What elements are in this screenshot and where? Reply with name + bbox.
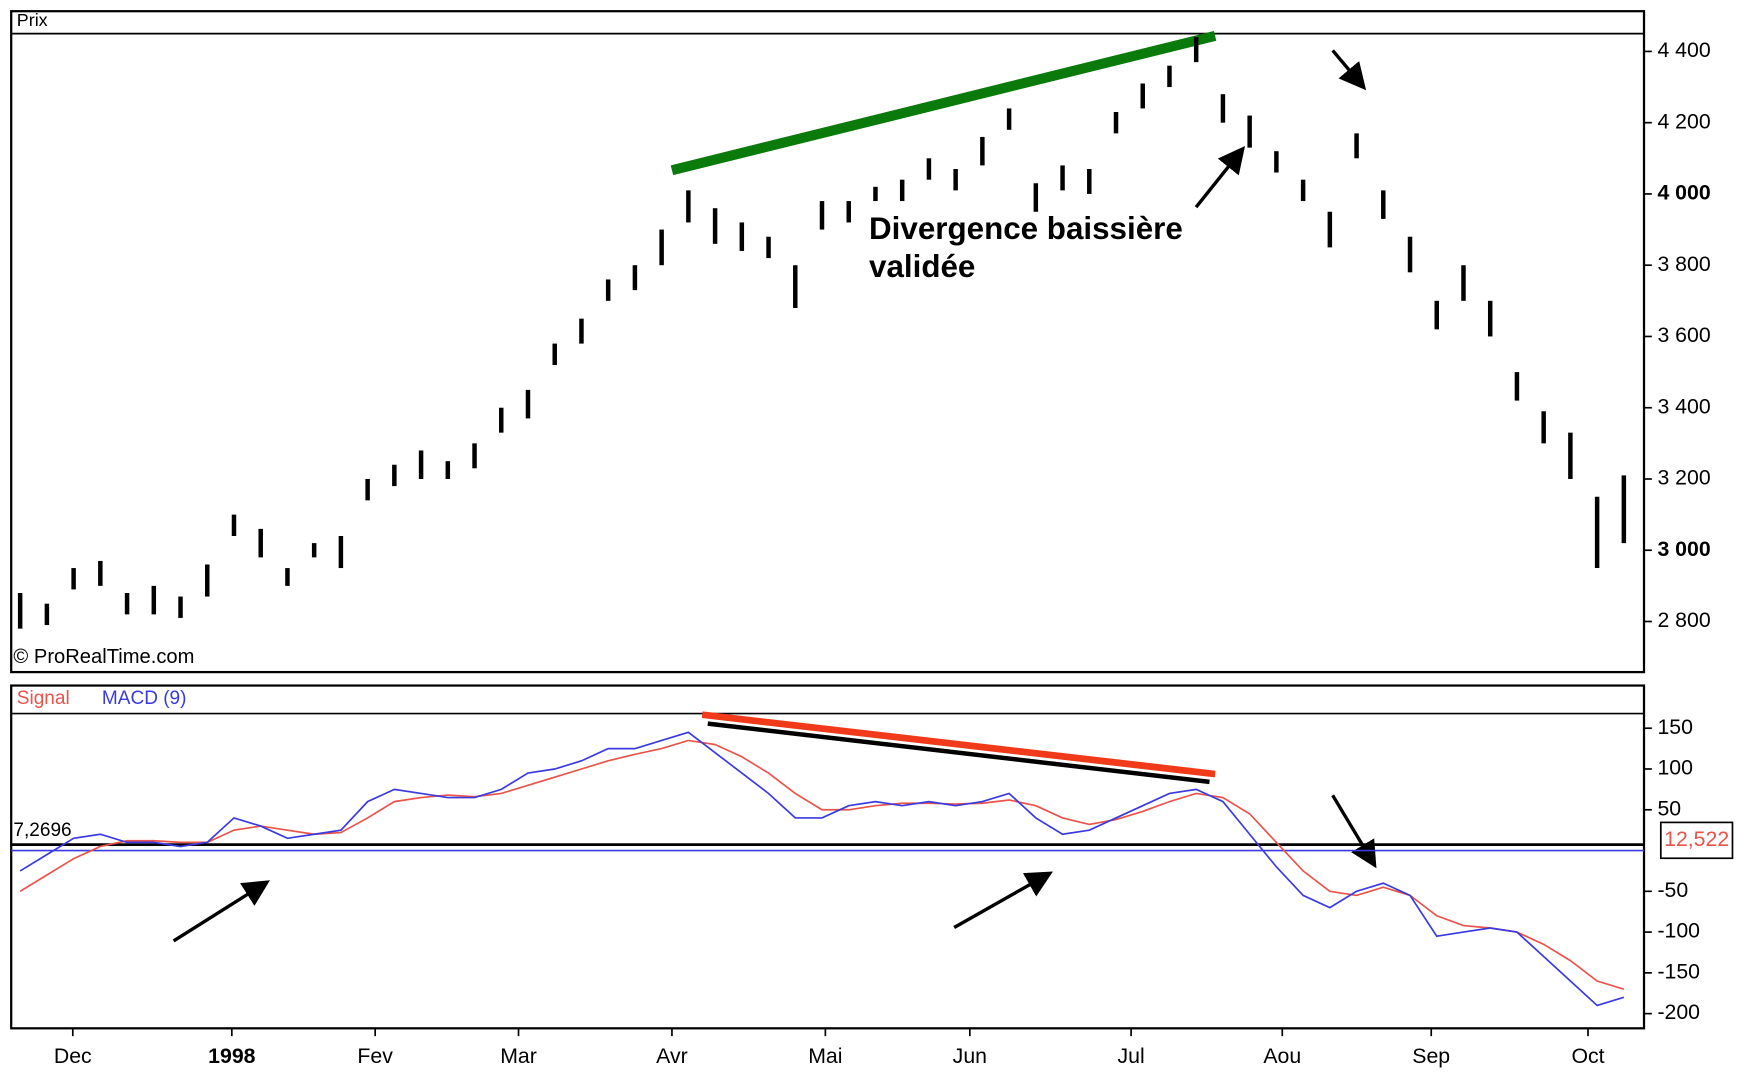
- x-tick-label: Fev: [357, 1044, 393, 1068]
- trend-line: [707, 721, 1210, 785]
- arrow: [953, 871, 1053, 929]
- y-tick-label: 3 600: [1657, 323, 1710, 347]
- y-tick-label: 50: [1657, 796, 1681, 820]
- y-tick-label: 3 200: [1657, 466, 1710, 490]
- arrow: [1331, 49, 1367, 91]
- legend-entry: Signal: [17, 688, 70, 709]
- y-tick-label: 150: [1657, 715, 1692, 739]
- x-tick-label: Oct: [1571, 1044, 1604, 1068]
- y-tick-label: -150: [1657, 959, 1700, 983]
- y-tick-label: 4 400: [1657, 38, 1710, 62]
- panel-title: Prix: [17, 10, 48, 30]
- y-tick-label: 100: [1657, 756, 1692, 780]
- macd-frame: [10, 684, 1646, 1030]
- x-tick-label: Jul: [1118, 1044, 1145, 1068]
- arrow: [172, 880, 270, 943]
- x-tick-label: Aou: [1263, 1044, 1301, 1068]
- x-tick-label: Sep: [1412, 1044, 1450, 1068]
- annotation: validée: [869, 249, 975, 284]
- y-tick-label: 4 200: [1657, 109, 1710, 133]
- y-tick-label: 3 400: [1657, 394, 1710, 418]
- y-tick-label: 4 000: [1657, 181, 1710, 205]
- y-tick-label: 3 000: [1657, 537, 1710, 561]
- trend-line: [701, 711, 1216, 778]
- arrow: [1331, 794, 1377, 869]
- x-tick-label: Mai: [808, 1044, 842, 1068]
- y-tick-label: 3 800: [1657, 252, 1710, 276]
- source: © ProRealTime.com: [13, 646, 194, 668]
- level-label: 7,2696: [13, 820, 71, 841]
- x-tick-label: 1998: [208, 1044, 255, 1068]
- x-tick-label: Jun: [953, 1044, 987, 1068]
- y-tick-label: 2 800: [1657, 608, 1710, 632]
- trend-line: [670, 30, 1217, 176]
- value-label: 12,522: [1664, 827, 1729, 851]
- price-frame: [10, 10, 1646, 674]
- y-tick-label: -50: [1657, 878, 1688, 902]
- y-tick-label: -100: [1657, 919, 1700, 943]
- x-tick-label: Dec: [54, 1044, 92, 1068]
- x-tick-label: Mar: [500, 1044, 537, 1068]
- arrow: [1194, 145, 1246, 209]
- y-tick-label: -200: [1657, 1000, 1700, 1024]
- x-tick-label: Avr: [656, 1044, 688, 1068]
- annotation: Divergence baissière: [869, 211, 1183, 246]
- series-line: [19, 739, 1625, 990]
- legend-entry: MACD (9): [102, 688, 187, 709]
- series-line: [19, 731, 1625, 1007]
- value-box: [1659, 821, 1734, 860]
